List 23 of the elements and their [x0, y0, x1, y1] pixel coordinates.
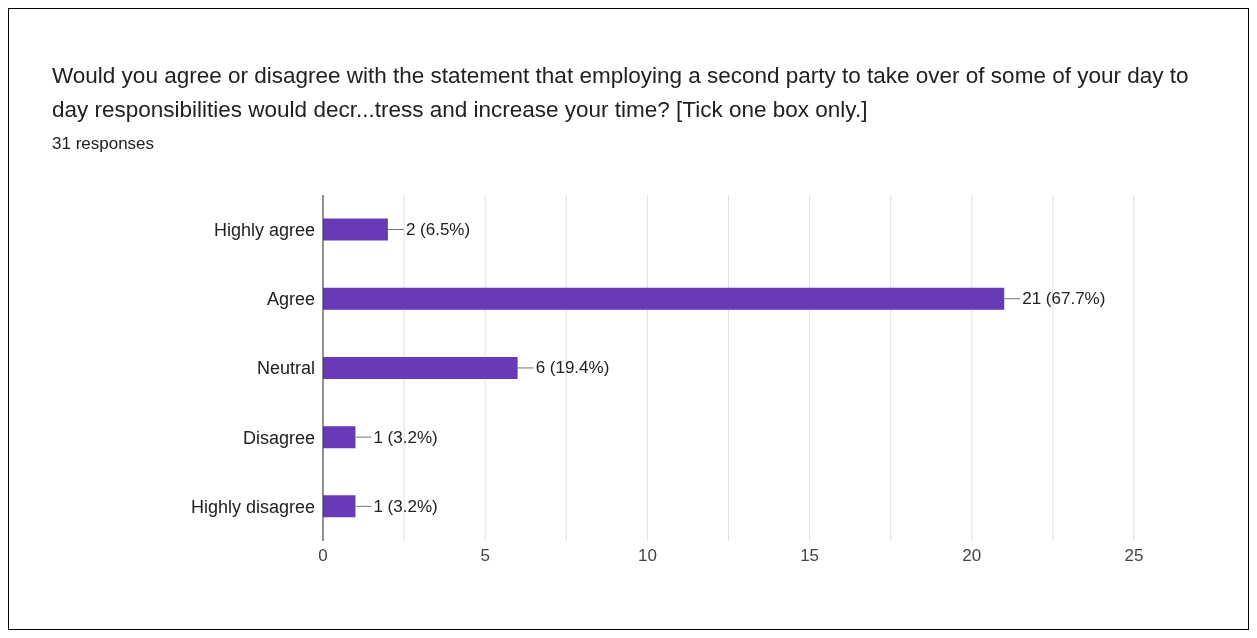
y-tick-label: Highly agree	[213, 219, 315, 240]
bar	[323, 495, 356, 518]
bar	[323, 356, 518, 379]
x-tick-label: 15	[800, 546, 820, 566]
bar	[323, 287, 1005, 310]
chart-title: Would you agree or disagree with the statement that employing a second party to take over of some of your day to day responsibilities would decr...tress and increase your time? [Tick one box only.]	[52, 62, 1190, 124]
data-label: 6 (19.4%)	[535, 358, 610, 378]
y-tick-label: Agree	[266, 289, 315, 310]
y-tick-label: Disagree	[242, 427, 315, 448]
x-tick-label: 25	[1124, 546, 1144, 566]
data-label: 2 (6.5%)	[405, 220, 471, 240]
bar	[323, 218, 388, 241]
x-tick-label: 5	[480, 546, 490, 566]
x-tick-label: 0	[318, 546, 328, 566]
y-tick-label: Highly disagree	[190, 496, 315, 517]
data-label: 1 (3.2%)	[373, 427, 438, 447]
x-tick-label: 10	[637, 546, 657, 566]
data-label: 1 (3.2%)	[373, 496, 438, 516]
y-tick-label: Neutral	[256, 358, 315, 379]
bar	[323, 426, 356, 449]
x-tick-label: 20	[962, 546, 982, 566]
text: 31 responses	[52, 134, 155, 154]
data-label: 21 (67.7%)	[1022, 289, 1106, 309]
